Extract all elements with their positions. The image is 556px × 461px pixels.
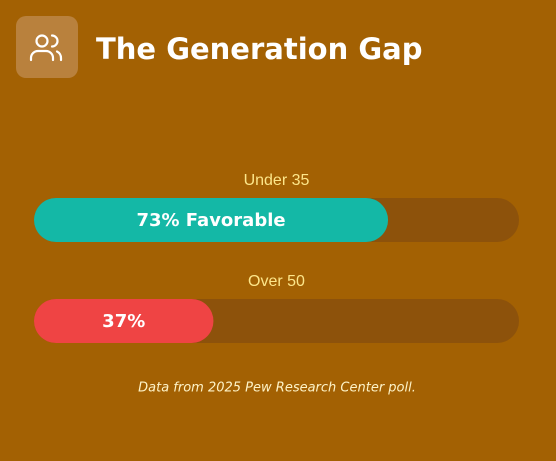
value-label: 73% Favorable bbox=[136, 210, 285, 231]
users-icon bbox=[29, 34, 63, 62]
footnote: Data from 2025 Pew Research Center poll. bbox=[138, 381, 416, 396]
category-label: Over 50 bbox=[248, 273, 305, 290]
category-label: Under 35 bbox=[244, 172, 310, 189]
bar bbox=[34, 299, 214, 343]
value-label: 37% bbox=[102, 311, 145, 332]
chart-title: The Generation Gap bbox=[96, 32, 422, 66]
icon-box bbox=[16, 16, 78, 78]
bar bbox=[34, 198, 389, 242]
icon bbox=[16, 16, 78, 78]
